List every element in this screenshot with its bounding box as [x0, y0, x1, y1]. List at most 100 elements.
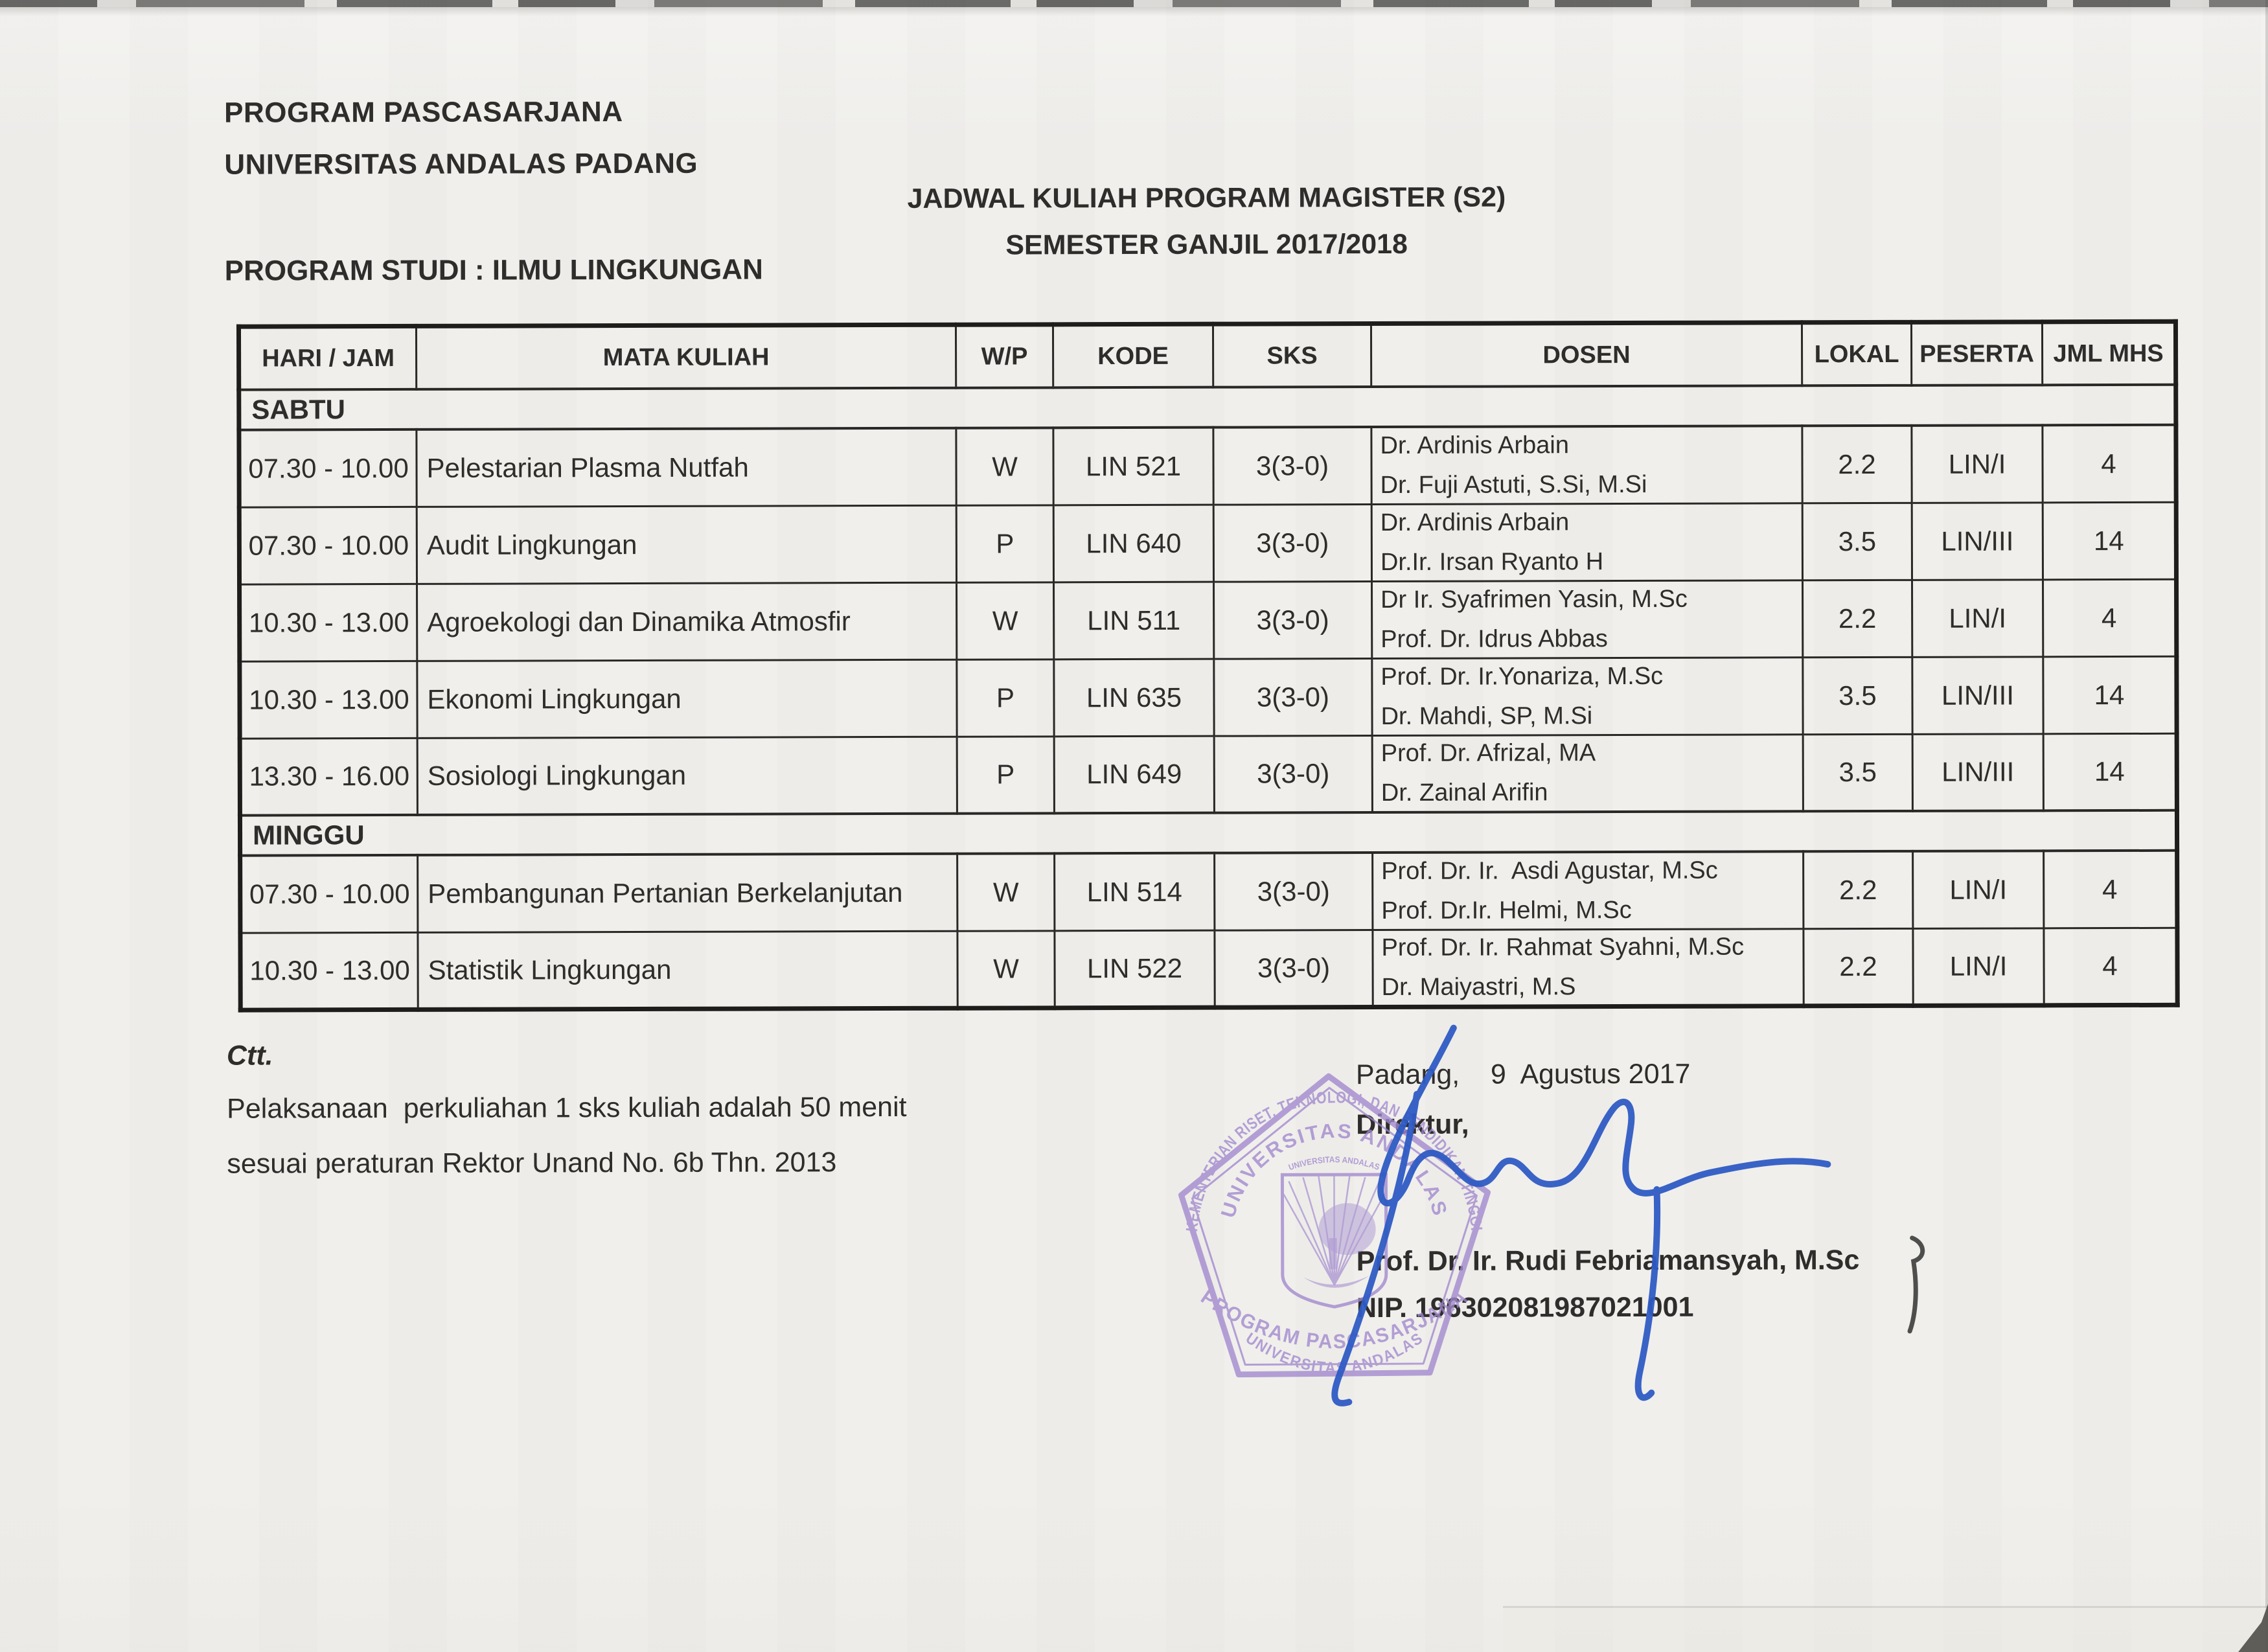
cell-course: Pembangunan Pertanian Berkelanjutan	[417, 853, 957, 932]
cell-course: Statistik Lingkungan	[417, 930, 958, 1009]
col-header-peserta: PESERTA	[1911, 321, 2043, 385]
cell-lokal: 3.5	[1803, 733, 1913, 812]
cell-peserta: LIN/I	[1912, 851, 2044, 928]
pen-mark	[1907, 1235, 1925, 1334]
col-header-sks: SKS	[1213, 323, 1371, 387]
table-row: 07.30 - 10.00 Pelestarian Plasma Nutfah …	[238, 424, 2177, 507]
day-section-sabtu: SABTU	[238, 384, 2176, 430]
col-header-hari-jam: HARI / JAM	[238, 326, 417, 390]
cell-course: Agroekologi dan Dinamika Atmosfir	[417, 582, 957, 661]
cell-dosen: Prof. Dr. Ir. Rahmat Syahni, M.Sc Dr. Ma…	[1372, 928, 1804, 1007]
cell-sks: 3(3-0)	[1214, 853, 1373, 930]
cell-sks: 3(3-0)	[1213, 658, 1373, 736]
cell-time: 10.30 - 13.00	[240, 932, 418, 1010]
cell-peserta: LIN/I	[1912, 928, 2045, 1005]
footnote-line1: Pelaksanaan perkuliahan 1 sks kuliah ada…	[227, 1091, 907, 1125]
document-title: JADWAL KULIAH PROGRAM MAGISTER (S2) SEME…	[801, 174, 1611, 269]
table-row: 10.30 - 13.00 Agroekologi dan Dinamika A…	[239, 579, 2177, 661]
cell-wp: P	[956, 659, 1055, 737]
cell-peserta: LIN/I	[1911, 425, 2043, 503]
paper-edge-line	[1503, 1606, 2268, 1608]
cell-wp: W	[957, 930, 1055, 1008]
cell-peserta: LIN/III	[1912, 502, 2043, 580]
cell-kode: LIN 514	[1054, 853, 1215, 931]
day-label: MINGGU	[240, 810, 2177, 856]
cell-peserta: LIN/III	[1912, 656, 2044, 734]
cell-dosen: Dr. Ardinis Arbain Dr. Fuji Astuti, S.Si…	[1371, 426, 1803, 505]
schedule-table: HARI / JAM MATA KULIAH W/P KODE SKS DOSE…	[236, 319, 2180, 1013]
cell-dosen: Dr Ir. Syafrimen Yasin, M.Sc Prof. Dr. I…	[1371, 580, 1803, 659]
dosen-line2: Dr. Zainal Arifin	[1380, 779, 1548, 807]
cell-jml: 4	[2042, 424, 2177, 503]
footnote-label: Ctt.	[226, 1040, 273, 1072]
stamp-emblem-top-text: UNIVERSITAS ANDALAS	[1287, 1154, 1381, 1173]
cell-sks: 3(3-0)	[1213, 427, 1372, 505]
dosen-line2: Dr. Mahdi, SP, M.Si	[1380, 702, 1593, 730]
dosen-line1: Prof. Dr. Afrizal, MA	[1380, 739, 1596, 768]
cell-lokal: 3.5	[1802, 502, 1912, 580]
cell-lokal: 2.2	[1803, 928, 1914, 1006]
cell-wp: P	[956, 505, 1054, 582]
table-row: 07.30 - 10.00 Pembangunan Pertanian Berk…	[240, 850, 2177, 933]
dosen-line1: Dr. Ardinis Arbain	[1380, 508, 1570, 536]
cell-dosen: Prof. Dr. Afrizal, MA Dr. Zainal Arifin	[1372, 734, 1804, 813]
cell-sks: 3(3-0)	[1214, 930, 1373, 1007]
signature-block: Padang, 9 Agustus 2017 Direktur, Prof. D…	[1355, 1058, 1859, 1324]
cell-jml: 4	[2043, 850, 2177, 928]
title-line2: SEMESTER GANJIL 2017/2018	[1005, 228, 1408, 261]
col-header-kode: KODE	[1053, 324, 1213, 388]
signer-name: Prof. Dr. Ir. Rudi Febriamansyah, M.Sc	[1356, 1245, 1860, 1278]
stamp-bottom-text2: UNIVERSITAS ANDALAS	[1243, 1329, 1427, 1377]
dosen-line2: Dr. Maiyastri, M.S	[1381, 972, 1576, 1001]
signer-nip: NIP. 196302081987021001	[1356, 1291, 1694, 1324]
cell-course: Sosiologi Lingkungan	[417, 736, 957, 815]
cell-jml: 4	[2043, 927, 2178, 1005]
cell-jml: 14	[2043, 501, 2177, 580]
cell-jml: 14	[2043, 656, 2177, 734]
stamp-emblem	[1280, 1173, 1388, 1309]
day-label: SABTU	[238, 384, 2176, 430]
cell-kode: LIN 649	[1054, 735, 1215, 814]
paper-edge-zone	[1503, 1608, 2268, 1652]
dosen-line2: Dr.Ir. Irsan Ryanto H	[1380, 547, 1604, 576]
cell-dosen: Prof. Dr. Ir.Yonariza, M.Sc Dr. Mahdi, S…	[1371, 657, 1804, 736]
col-header-wp: W/P	[956, 324, 1053, 388]
cell-wp: P	[957, 736, 1055, 814]
signer-role: Direktur,	[1356, 1108, 1469, 1141]
dosen-line1: Dr. Ardinis Arbain	[1380, 431, 1570, 459]
cell-course: Audit Lingkungan	[417, 505, 957, 584]
col-header-dosen: DOSEN	[1371, 322, 1802, 387]
table-row: 07.30 - 10.00 Audit Lingkungan P LIN 640…	[239, 501, 2177, 584]
cell-jml: 4	[2043, 579, 2177, 657]
cell-course: Ekonomi Lingkungan	[417, 659, 957, 738]
cell-kode: LIN 640	[1053, 504, 1214, 582]
org-name-line1: PROGRAM PASCASARJANA	[224, 96, 623, 129]
dosen-line2: Prof. Dr.Ir. Helmi, M.Sc	[1381, 896, 1632, 924]
footnote-line2: sesuai peraturan Rektor Unand No. 6b Thn…	[227, 1147, 837, 1180]
cell-time: 07.30 - 10.00	[238, 429, 417, 507]
cell-lokal: 3.5	[1802, 656, 1913, 735]
cell-kode: LIN 521	[1053, 427, 1214, 505]
dosen-line1: Dr Ir. Syafrimen Yasin, M.Sc	[1380, 585, 1688, 614]
footnote-block: Ctt. Pelaksanaan perkuliahan 1 sks kulia…	[227, 1038, 907, 1180]
table-row: 10.30 - 13.00 Statistik Lingkungan W LIN…	[240, 927, 2178, 1010]
dosen-line1: Prof. Dr. Ir. Rahmat Syahni, M.Sc	[1381, 933, 1745, 961]
cell-wp: W	[957, 853, 1055, 931]
cell-peserta: LIN/I	[1912, 579, 2043, 657]
cell-dosen: Dr. Ardinis Arbain Dr.Ir. Irsan Ryanto H	[1371, 503, 1803, 582]
cell-sks: 3(3-0)	[1213, 504, 1372, 582]
cell-lokal: 2.2	[1803, 851, 1913, 929]
svg-text:UNIVERSITAS ANDALAS: UNIVERSITAS ANDALAS	[1243, 1329, 1427, 1377]
title-line1: JADWAL KULIAH PROGRAM MAGISTER (S2)	[907, 181, 1506, 214]
dosen-line1: Prof. Dr. Ir. Asdi Agustar, M.Sc	[1381, 856, 1718, 885]
cell-kode: LIN 522	[1054, 930, 1215, 1008]
cell-time: 13.30 - 16.00	[240, 737, 418, 816]
cell-course: Pelestarian Plasma Nutfah	[416, 428, 957, 507]
cell-time: 10.30 - 13.00	[239, 583, 417, 661]
cell-kode: LIN 511	[1053, 581, 1214, 660]
org-name-line2: UNIVERSITAS ANDALAS PADANG	[224, 147, 698, 181]
day-section-minggu: MINGGU	[240, 810, 2177, 856]
place-date: Padang, 9 Agustus 2017	[1355, 1058, 1691, 1091]
